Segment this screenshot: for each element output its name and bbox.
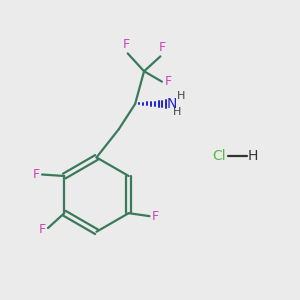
Text: Cl: Cl [212,149,226,163]
Text: F: F [165,75,172,88]
Text: N: N [167,97,177,111]
Text: F: F [158,41,166,54]
Text: F: F [38,223,46,236]
Text: H: H [177,91,185,100]
Text: H: H [173,107,181,117]
Text: F: F [32,168,40,181]
Text: H: H [248,149,259,163]
Text: F: F [152,210,159,223]
Text: F: F [123,38,130,51]
